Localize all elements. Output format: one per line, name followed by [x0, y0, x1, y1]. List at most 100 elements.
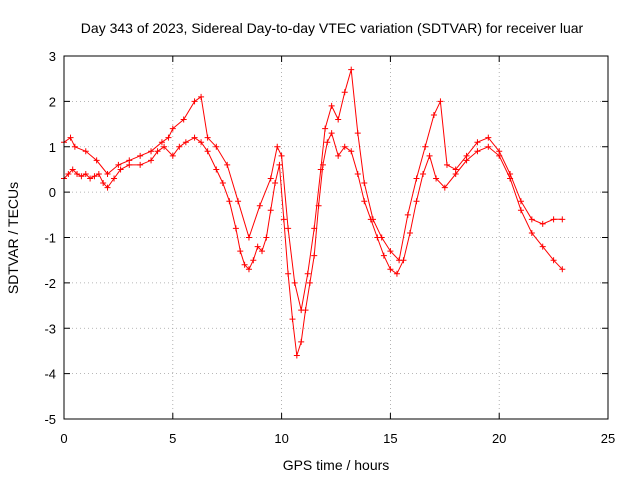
x-tick-label: 25	[601, 431, 615, 446]
data-point	[485, 134, 492, 141]
series-1	[61, 66, 566, 314]
data-point	[259, 248, 266, 255]
data-point	[539, 220, 546, 227]
data-point	[148, 157, 155, 164]
data-point	[237, 248, 244, 255]
data-point	[95, 170, 102, 177]
data-point	[272, 180, 279, 187]
data-point	[413, 175, 420, 182]
axis-ticks: 0 5 10 15 20 25 -5 -4 -3 -2 -1 0 1 2 3	[44, 49, 615, 446]
data-point	[517, 207, 524, 214]
data-point	[406, 229, 413, 236]
data-point	[441, 184, 448, 191]
data-point	[104, 184, 111, 191]
y-axis-label: SDTVAR / TECUs	[5, 182, 21, 294]
data-point	[328, 130, 335, 137]
data-point	[528, 229, 535, 236]
data-point	[285, 225, 292, 232]
y-tick-label: -2	[44, 276, 56, 291]
y-tick-label: 2	[49, 94, 56, 109]
data-point	[204, 134, 211, 141]
data-point	[117, 166, 124, 173]
data-point	[306, 279, 313, 286]
data-point	[213, 166, 220, 173]
data-point	[87, 175, 94, 182]
data-point	[204, 148, 211, 155]
data-point	[154, 148, 161, 155]
data-point	[396, 257, 403, 264]
data-point	[443, 161, 450, 168]
data-point	[341, 143, 348, 150]
data-point	[361, 180, 368, 187]
data-point	[496, 148, 503, 155]
data-point	[413, 198, 420, 205]
data-point	[245, 234, 252, 241]
data-point	[285, 270, 292, 277]
data-point	[550, 216, 557, 223]
y-tick-label: 0	[49, 185, 56, 200]
data-point	[176, 143, 183, 150]
data-point	[191, 98, 198, 105]
data-point	[198, 93, 205, 100]
chart-title: Day 343 of 2023, Sidereal Day-to-day VTE…	[81, 20, 584, 36]
data-point	[169, 152, 176, 159]
data-point	[280, 216, 287, 223]
data-point	[148, 148, 155, 155]
data-point	[291, 279, 298, 286]
data-point	[528, 216, 535, 223]
data-point	[182, 139, 189, 146]
data-point	[317, 166, 324, 173]
data-point	[74, 170, 81, 177]
y-tick-label: 1	[49, 140, 56, 155]
data-point	[354, 130, 361, 137]
data-point	[180, 116, 187, 123]
data-point	[335, 116, 342, 123]
data-point	[91, 173, 98, 180]
data-point	[437, 98, 444, 105]
data-point	[463, 152, 470, 159]
y-tick-label: -3	[44, 321, 56, 336]
data-point	[158, 139, 165, 146]
data-point	[213, 143, 220, 150]
data-point	[404, 211, 411, 218]
data-series	[61, 66, 566, 359]
data-point	[293, 352, 300, 359]
data-point	[517, 198, 524, 205]
data-point	[254, 243, 261, 250]
y-tick-label: -4	[44, 367, 56, 382]
data-point	[387, 266, 394, 273]
data-point	[232, 225, 239, 232]
data-point	[430, 111, 437, 118]
data-point	[100, 180, 107, 187]
data-point	[369, 216, 376, 223]
data-point	[278, 152, 285, 159]
data-point	[224, 161, 231, 168]
data-point	[219, 180, 226, 187]
data-point	[324, 139, 331, 146]
data-point	[241, 261, 248, 268]
data-point	[267, 175, 274, 182]
data-point	[348, 66, 355, 73]
data-point	[235, 198, 242, 205]
data-point	[65, 170, 72, 177]
x-tick-label: 10	[274, 431, 288, 446]
x-tick-label: 0	[60, 431, 67, 446]
series-0	[61, 130, 566, 359]
data-point	[78, 173, 85, 180]
data-point	[485, 143, 492, 150]
data-point	[67, 134, 74, 141]
data-point	[559, 216, 566, 223]
data-point	[348, 148, 355, 155]
data-point	[71, 143, 78, 150]
data-point	[93, 157, 100, 164]
data-point	[267, 207, 274, 214]
data-point	[550, 257, 557, 264]
plot-frame	[63, 55, 609, 420]
series-trace-1	[63, 69, 563, 311]
data-point	[169, 125, 176, 132]
data-point	[311, 252, 318, 259]
x-tick-label: 15	[383, 431, 397, 446]
data-point	[507, 170, 514, 177]
x-tick-label: 20	[492, 431, 506, 446]
